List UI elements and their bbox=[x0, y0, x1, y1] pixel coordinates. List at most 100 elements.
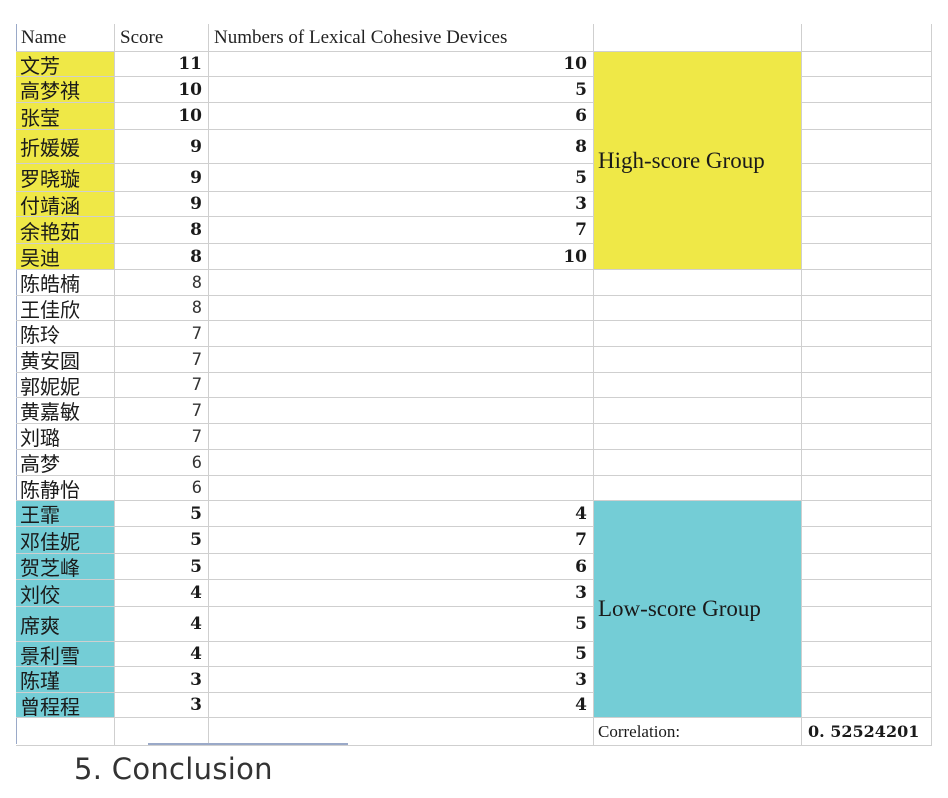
cell-group-empty[interactable] bbox=[594, 296, 802, 321]
cell-empty-e[interactable] bbox=[802, 607, 932, 642]
cell-group-empty[interactable] bbox=[594, 321, 802, 347]
cell-score[interactable]: 7 bbox=[115, 424, 209, 450]
cell-empty-e[interactable] bbox=[802, 77, 932, 103]
cell-devices[interactable]: 6 bbox=[209, 554, 594, 580]
cell-name[interactable]: 陈皓楠 bbox=[16, 270, 115, 296]
cell-devices[interactable] bbox=[209, 373, 594, 398]
cell-empty-e[interactable] bbox=[802, 501, 932, 527]
cell-name[interactable]: 王佳欣 bbox=[16, 296, 115, 321]
cell-empty-e[interactable] bbox=[802, 476, 932, 501]
cell-score[interactable]: 3 bbox=[115, 667, 209, 693]
cell-name[interactable]: 高梦祺 bbox=[16, 77, 115, 103]
cell-empty-e[interactable] bbox=[802, 398, 932, 424]
cell-name[interactable]: 余艳茹 bbox=[16, 217, 115, 244]
cell-score[interactable]: 5 bbox=[115, 554, 209, 580]
cell-score[interactable]: 5 bbox=[115, 501, 209, 527]
cell-empty-e[interactable] bbox=[802, 103, 932, 130]
cell-devices[interactable]: 3 bbox=[209, 580, 594, 607]
cell-name[interactable]: 高梦 bbox=[16, 450, 115, 476]
cell-score[interactable]: 8 bbox=[115, 296, 209, 321]
cell-score[interactable]: 4 bbox=[115, 607, 209, 642]
cell-name[interactable]: 文芳 bbox=[16, 52, 115, 77]
corr-empty-a[interactable] bbox=[16, 718, 115, 746]
cell-score[interactable]: 3 bbox=[115, 693, 209, 718]
cell-name[interactable]: 黄嘉敏 bbox=[16, 398, 115, 424]
cell-empty-e[interactable] bbox=[802, 321, 932, 347]
cell-devices[interactable]: 5 bbox=[209, 642, 594, 667]
cell-name[interactable]: 罗晓璇 bbox=[16, 164, 115, 192]
correlation-value[interactable]: 0. 52524201 bbox=[802, 718, 932, 746]
cell-group-empty[interactable] bbox=[594, 270, 802, 296]
cell-name[interactable]: 郭妮妮 bbox=[16, 373, 115, 398]
correlation-label[interactable]: Correlation: bbox=[594, 718, 802, 746]
header-empty-d[interactable] bbox=[594, 24, 802, 52]
cell-score[interactable]: 11 bbox=[115, 52, 209, 77]
cell-empty-e[interactable] bbox=[802, 130, 932, 164]
cell-name[interactable]: 景利雪 bbox=[16, 642, 115, 667]
cell-empty-e[interactable] bbox=[802, 52, 932, 77]
cell-empty-e[interactable] bbox=[802, 667, 932, 693]
cell-empty-e[interactable] bbox=[802, 296, 932, 321]
cell-name[interactable]: 刘璐 bbox=[16, 424, 115, 450]
cell-score[interactable]: 9 bbox=[115, 130, 209, 164]
cell-name[interactable]: 陈瑾 bbox=[16, 667, 115, 693]
cell-devices[interactable]: 5 bbox=[209, 607, 594, 642]
cell-empty-e[interactable] bbox=[802, 270, 932, 296]
cell-empty-e[interactable] bbox=[802, 693, 932, 718]
cell-score[interactable]: 6 bbox=[115, 476, 209, 501]
cell-empty-e[interactable] bbox=[802, 192, 932, 217]
header-score[interactable]: Score bbox=[115, 24, 209, 52]
cell-group-empty[interactable] bbox=[594, 424, 802, 450]
cell-devices[interactable]: 8 bbox=[209, 130, 594, 164]
cell-devices[interactable]: 5 bbox=[209, 164, 594, 192]
cell-group-empty[interactable] bbox=[594, 347, 802, 373]
low-score-group-label[interactable]: Low-score Group bbox=[594, 501, 802, 718]
cell-name[interactable]: 黄安圆 bbox=[16, 347, 115, 373]
cell-devices[interactable]: 4 bbox=[209, 501, 594, 527]
cell-score[interactable]: 4 bbox=[115, 580, 209, 607]
header-name[interactable]: Name bbox=[16, 24, 115, 52]
cell-score[interactable]: 9 bbox=[115, 164, 209, 192]
cell-score[interactable]: 4 bbox=[115, 642, 209, 667]
cell-devices[interactable]: 5 bbox=[209, 77, 594, 103]
cell-empty-e[interactable] bbox=[802, 450, 932, 476]
cell-name[interactable]: 吴迪 bbox=[16, 244, 115, 270]
cell-empty-e[interactable] bbox=[802, 580, 932, 607]
cell-devices[interactable] bbox=[209, 476, 594, 501]
cell-score[interactable]: 7 bbox=[115, 398, 209, 424]
cell-name[interactable]: 贺芝峰 bbox=[16, 554, 115, 580]
cell-score[interactable]: 8 bbox=[115, 244, 209, 270]
cell-empty-e[interactable] bbox=[802, 554, 932, 580]
cell-name[interactable]: 刘佼 bbox=[16, 580, 115, 607]
cell-score[interactable]: 7 bbox=[115, 321, 209, 347]
cell-empty-e[interactable] bbox=[802, 424, 932, 450]
cell-name[interactable]: 折媛媛 bbox=[16, 130, 115, 164]
cell-name[interactable]: 席爽 bbox=[16, 607, 115, 642]
cell-empty-e[interactable] bbox=[802, 527, 932, 554]
cell-group-empty[interactable] bbox=[594, 450, 802, 476]
header-empty-e[interactable] bbox=[802, 24, 932, 52]
cell-name[interactable]: 王霏 bbox=[16, 501, 115, 527]
cell-devices[interactable]: 7 bbox=[209, 217, 594, 244]
cell-score[interactable]: 7 bbox=[115, 347, 209, 373]
cell-empty-e[interactable] bbox=[802, 217, 932, 244]
cell-devices[interactable] bbox=[209, 296, 594, 321]
cell-name[interactable]: 张莹 bbox=[16, 103, 115, 130]
cell-name[interactable]: 曾程程 bbox=[16, 693, 115, 718]
cell-empty-e[interactable] bbox=[802, 244, 932, 270]
cell-devices[interactable]: 7 bbox=[209, 527, 594, 554]
cell-group-empty[interactable] bbox=[594, 398, 802, 424]
cell-devices[interactable] bbox=[209, 398, 594, 424]
header-devices[interactable]: Numbers of Lexical Cohesive Devices bbox=[209, 24, 594, 52]
cell-score[interactable]: 10 bbox=[115, 77, 209, 103]
cell-score[interactable]: 7 bbox=[115, 373, 209, 398]
cell-devices[interactable] bbox=[209, 450, 594, 476]
cell-devices[interactable]: 10 bbox=[209, 244, 594, 270]
cell-group-empty[interactable] bbox=[594, 373, 802, 398]
cell-devices[interactable] bbox=[209, 270, 594, 296]
cell-score[interactable]: 5 bbox=[115, 527, 209, 554]
cell-name[interactable]: 陈玲 bbox=[16, 321, 115, 347]
cell-score[interactable]: 8 bbox=[115, 217, 209, 244]
corr-empty-b[interactable] bbox=[115, 718, 209, 746]
cell-devices[interactable] bbox=[209, 321, 594, 347]
